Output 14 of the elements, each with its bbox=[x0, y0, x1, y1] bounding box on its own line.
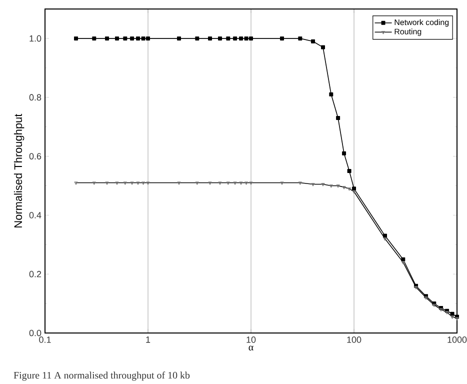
y-axis-title: Normalised Throughput bbox=[14, 114, 24, 228]
y-tick-label: 0.8 bbox=[29, 94, 42, 101]
x-tick-label: 10 bbox=[246, 336, 256, 343]
y-tick-label: 0.2 bbox=[29, 270, 42, 278]
y-tick-label: 0.6 bbox=[29, 153, 42, 160]
x-tick-label: 100 bbox=[347, 336, 362, 343]
caption: Figure 11 A normalised throughput of 10 kb bbox=[14, 372, 190, 381]
x-tick-label: 1 bbox=[146, 336, 150, 343]
y-tick-label: 0.0 bbox=[29, 330, 42, 336]
y-tick-label: 1.0 bbox=[30, 35, 42, 42]
x-tick-label: 1000 bbox=[448, 336, 467, 343]
y-tick-label: 0.4 bbox=[29, 212, 42, 218]
x-tick-label: 0.1 bbox=[39, 336, 51, 343]
x-axis-title: α bbox=[248, 346, 254, 350]
